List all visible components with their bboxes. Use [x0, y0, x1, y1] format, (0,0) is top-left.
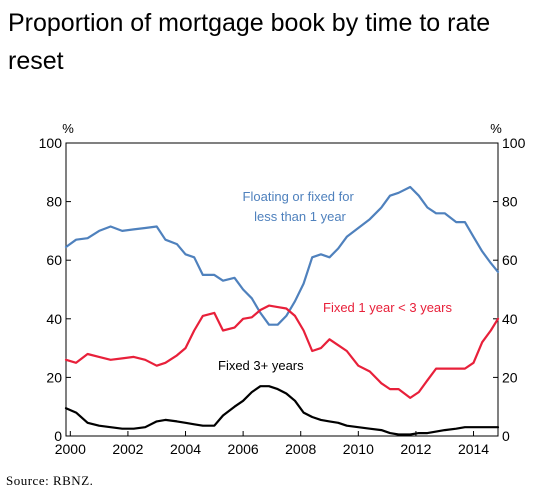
- series-label-floating-line2: less than 1 year: [254, 209, 346, 224]
- x-tick-label: 2012: [400, 441, 431, 457]
- series-label-fixed-3plus: Fixed 3+ years: [218, 358, 304, 373]
- x-tick-label: 2014: [458, 441, 489, 457]
- x-tick-label: 2000: [55, 441, 86, 457]
- y-tick-label-right: 40: [502, 311, 518, 327]
- series-line-1: [64, 304, 500, 399]
- y-tick-label-right: 60: [502, 252, 518, 268]
- y-tick-label-right: 20: [502, 369, 518, 385]
- y-tick-label-left: 40: [46, 311, 62, 327]
- source-note: Source: RBNZ.: [6, 473, 94, 488]
- y-tick-label-left: 100: [39, 135, 63, 151]
- y-axis-unit-right: %: [490, 121, 502, 136]
- line-chart: 0 20 40 60 80 100 0 20 40 60 80 100 2000 2002 2004 20…: [39, 121, 526, 457]
- y-tick-label-right: 100: [502, 135, 526, 151]
- x-tick-label: 2004: [170, 441, 201, 457]
- chart-title: Proportion of mortgage book by time to r…: [8, 9, 491, 75]
- y-tick-label-left: 80: [46, 194, 62, 210]
- y-tick-label-right: 0: [502, 428, 510, 444]
- y-tick-label-left: 60: [46, 252, 62, 268]
- series-label-fixed-1-3: Fixed 1 year < 3 years: [323, 300, 452, 315]
- y-tick-label-right: 80: [502, 194, 518, 210]
- y-tick-label-left: 0: [54, 428, 62, 444]
- series-label-floating-line1: Floating or fixed for: [243, 189, 355, 204]
- plot-frame: [65, 142, 499, 437]
- x-tick-label: 2002: [112, 441, 143, 457]
- x-tick-label: 2008: [285, 441, 316, 457]
- series-line-0: [64, 185, 500, 326]
- y-tick-label-left: 20: [46, 369, 62, 385]
- y-axis-unit-left: %: [62, 121, 74, 136]
- x-tick-label: 2010: [343, 441, 374, 457]
- series-line-2: [64, 385, 500, 436]
- series-label-floating: Floating or fixed for less than 1 year: [243, 189, 358, 224]
- x-tick-label: 2006: [228, 441, 259, 457]
